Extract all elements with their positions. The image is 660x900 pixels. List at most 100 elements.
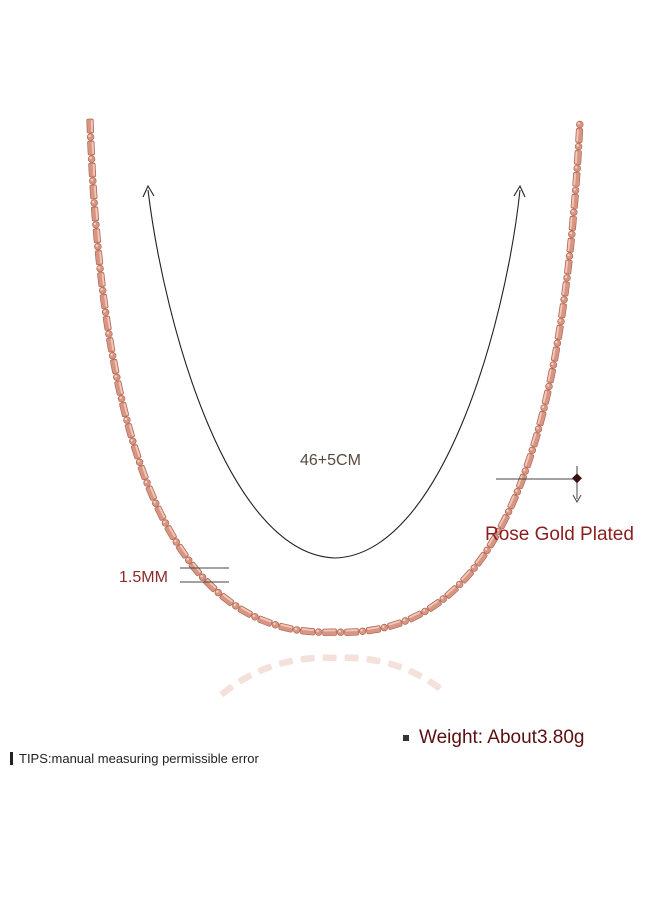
- chain-bead: [92, 221, 100, 229]
- chain-bead: [96, 264, 104, 273]
- chain-link: [570, 193, 579, 209]
- chain-bead: [336, 628, 345, 636]
- chain-bead: [540, 404, 548, 412]
- tips-label: TIPS:manual measuring permissible error: [19, 751, 259, 766]
- chain-bead: [494, 527, 503, 535]
- chain-link: [344, 628, 359, 636]
- chain-link: [566, 237, 575, 253]
- tips-bar-icon: [10, 752, 13, 765]
- chain-bead: [568, 230, 576, 238]
- reflection-link: [344, 654, 359, 662]
- chain-link: [575, 128, 584, 143]
- chain-bead: [117, 395, 126, 403]
- tips-row: TIPS:manual measuring permissible error: [10, 751, 259, 766]
- chain-link: [90, 206, 100, 222]
- chain-link: [102, 315, 112, 331]
- material-pointer: [496, 466, 582, 504]
- chain-link: [426, 599, 442, 612]
- chain-link: [124, 423, 135, 439]
- chain-link: [110, 358, 120, 375]
- chain-link: [546, 368, 556, 384]
- chain-link: [561, 281, 570, 297]
- chain-bead: [94, 243, 102, 251]
- length-curve: [147, 189, 521, 559]
- necklace-reflection: [219, 654, 442, 697]
- chain-bead: [98, 286, 107, 295]
- reflection-link: [300, 654, 315, 663]
- chain-link: [550, 346, 561, 362]
- chain-bead: [232, 602, 240, 610]
- chain-bead: [570, 208, 578, 217]
- chain-bead: [101, 308, 110, 316]
- chain-link: [87, 140, 95, 156]
- chain-link: [568, 215, 577, 231]
- chain-link: [106, 337, 116, 353]
- chain-link: [97, 272, 106, 288]
- chain-link: [154, 505, 167, 521]
- chain-bead: [571, 186, 580, 195]
- chain-bead: [439, 595, 447, 603]
- chain-bead: [161, 519, 170, 527]
- reflection-link: [219, 684, 234, 697]
- chain-link: [523, 453, 535, 469]
- chain-bead: [574, 142, 583, 151]
- reflection-link: [257, 663, 273, 674]
- reflection-link: [238, 672, 253, 685]
- bullet-icon: [403, 735, 409, 741]
- chain-link: [541, 389, 552, 405]
- chain-bead: [129, 437, 137, 445]
- chain-bead: [143, 479, 151, 487]
- chain-bead: [470, 564, 478, 572]
- chain-bead: [123, 416, 131, 424]
- chain-bead: [89, 177, 97, 185]
- chain-bead: [421, 607, 429, 616]
- chain-bead: [271, 621, 280, 629]
- chain-bead: [534, 425, 543, 433]
- reflection-link: [322, 654, 337, 662]
- chain-bead: [108, 352, 117, 360]
- chain-bead: [113, 373, 121, 381]
- chain-link: [554, 324, 564, 340]
- chain-link: [387, 619, 403, 630]
- chain-link: [530, 432, 541, 448]
- chain-bead: [528, 446, 536, 454]
- chain-bead: [455, 580, 464, 589]
- chain-link: [460, 569, 474, 584]
- chain-link: [164, 525, 177, 541]
- chain-link: [474, 551, 488, 567]
- chain-link: [89, 184, 98, 200]
- chain-bead: [358, 627, 367, 635]
- reflection-link: [408, 667, 423, 680]
- reflection-link: [387, 660, 403, 671]
- chain-bead: [152, 499, 160, 507]
- chain-link: [130, 444, 142, 460]
- chain-link: [237, 605, 253, 618]
- chain-link: [188, 561, 203, 577]
- chain-bead: [545, 382, 553, 391]
- chain-link: [300, 627, 316, 636]
- arrow-up-left-icon: [142, 184, 155, 198]
- chain-bead: [565, 252, 574, 260]
- chain-bead: [557, 317, 565, 326]
- chain-link: [497, 514, 510, 530]
- chain-bead: [90, 199, 98, 207]
- chain-link: [572, 171, 581, 187]
- chain-link: [219, 592, 235, 607]
- chain-link: [114, 380, 124, 396]
- chain-bead: [293, 626, 301, 634]
- chain-link: [486, 533, 500, 549]
- chain-bead: [483, 546, 491, 554]
- chain-link: [516, 473, 527, 489]
- chain-bead: [105, 330, 113, 338]
- chain-bead: [553, 339, 562, 347]
- length-measurement: [142, 184, 526, 559]
- rose-gold-chain: [86, 118, 584, 636]
- chain-link: [558, 303, 567, 319]
- chain-link: [119, 401, 129, 418]
- chain-link: [278, 622, 294, 633]
- material-label: Rose Gold Plated: [485, 524, 634, 545]
- chain-link: [573, 150, 582, 165]
- chain-bead: [135, 458, 144, 466]
- width-label: 1.5MM: [119, 569, 168, 586]
